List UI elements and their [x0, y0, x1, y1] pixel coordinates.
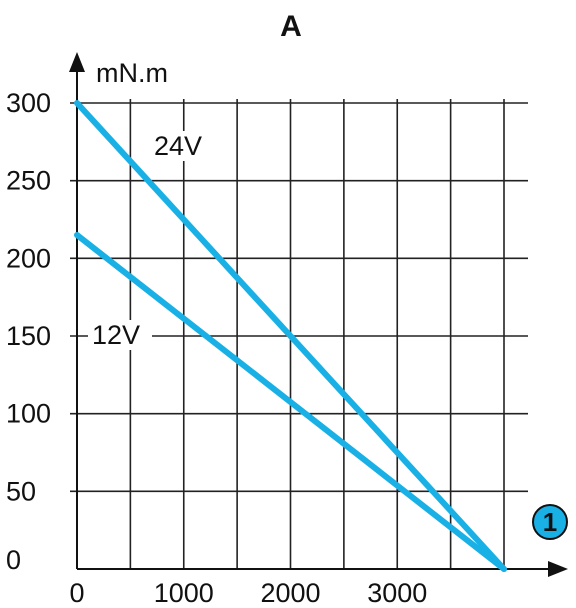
x-axis-arrow [548, 561, 568, 577]
y-tick-label: 0 [6, 545, 21, 575]
y-tick-label-bg [2, 398, 62, 429]
x-tick-label: 0 [69, 578, 84, 608]
y-tick-label: 250 [6, 166, 51, 196]
axis-marker-badge [532, 504, 568, 540]
y-tick-label-bg [2, 243, 62, 274]
y-tick-label-bg [2, 165, 62, 196]
x-axis-marker: 1 [532, 504, 568, 540]
x-tick-label: 2000 [260, 578, 320, 608]
series-line-24v [74, 100, 507, 572]
series-label-bg [150, 131, 214, 161]
y-tick-label: 50 [6, 476, 36, 506]
series-label-bg [88, 320, 152, 350]
y-tick-label: 150 [6, 321, 51, 351]
x-tick-label: 1000 [154, 578, 214, 608]
y-tick-label-bg [2, 321, 62, 351]
series-label-12v: 12V [92, 320, 140, 350]
y-tick-label-bg [2, 545, 62, 575]
axis-marker-number: 1 [543, 507, 557, 537]
series-line-12v [74, 232, 507, 572]
y-tick-label: 300 [6, 88, 51, 118]
chart-title: A [280, 10, 302, 43]
series-lines [74, 100, 507, 572]
x-tick-label: 3000 [367, 578, 427, 608]
series-label-24v: 24V [154, 131, 202, 161]
y-tick-label: 200 [6, 243, 51, 273]
y-tick-label-bg [2, 476, 62, 507]
axes [69, 52, 568, 577]
y-tick-label-bg [2, 88, 62, 118]
y-axis-unit: mN.m [96, 58, 168, 88]
y-axis-arrow [69, 52, 85, 72]
y-tick-label: 100 [6, 399, 51, 429]
